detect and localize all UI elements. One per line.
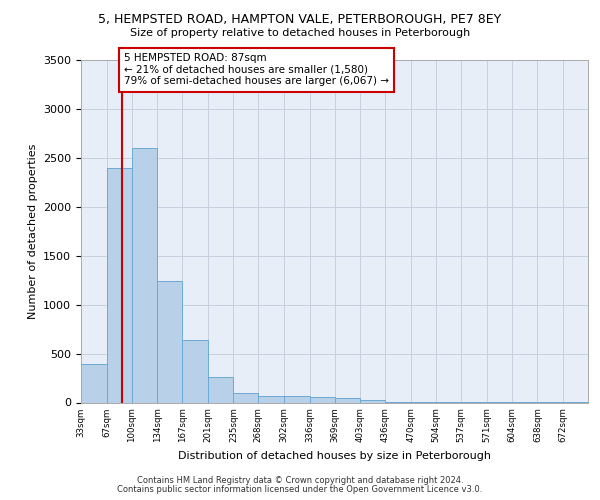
Bar bbox=[284, 396, 310, 402]
Bar bbox=[107, 168, 131, 402]
Text: 5 HEMPSTED ROAD: 87sqm
← 21% of detached houses are smaller (1,580)
79% of semi-: 5 HEMPSTED ROAD: 87sqm ← 21% of detached… bbox=[124, 53, 389, 86]
Bar bbox=[81, 364, 107, 403]
Bar bbox=[258, 396, 284, 402]
Bar bbox=[310, 397, 335, 402]
Bar bbox=[360, 400, 385, 402]
Bar bbox=[335, 398, 360, 402]
Text: 5, HEMPSTED ROAD, HAMPTON VALE, PETERBOROUGH, PE7 8EY: 5, HEMPSTED ROAD, HAMPTON VALE, PETERBOR… bbox=[98, 12, 502, 26]
Bar bbox=[131, 148, 157, 403]
Y-axis label: Number of detached properties: Number of detached properties bbox=[28, 144, 38, 319]
Bar bbox=[182, 340, 208, 402]
Bar bbox=[157, 281, 182, 402]
X-axis label: Distribution of detached houses by size in Peterborough: Distribution of detached houses by size … bbox=[178, 450, 491, 460]
Text: Contains HM Land Registry data © Crown copyright and database right 2024.: Contains HM Land Registry data © Crown c… bbox=[137, 476, 463, 485]
Text: Size of property relative to detached houses in Peterborough: Size of property relative to detached ho… bbox=[130, 28, 470, 38]
Bar bbox=[233, 392, 258, 402]
Bar bbox=[208, 378, 233, 402]
Text: Contains public sector information licensed under the Open Government Licence v3: Contains public sector information licen… bbox=[118, 484, 482, 494]
